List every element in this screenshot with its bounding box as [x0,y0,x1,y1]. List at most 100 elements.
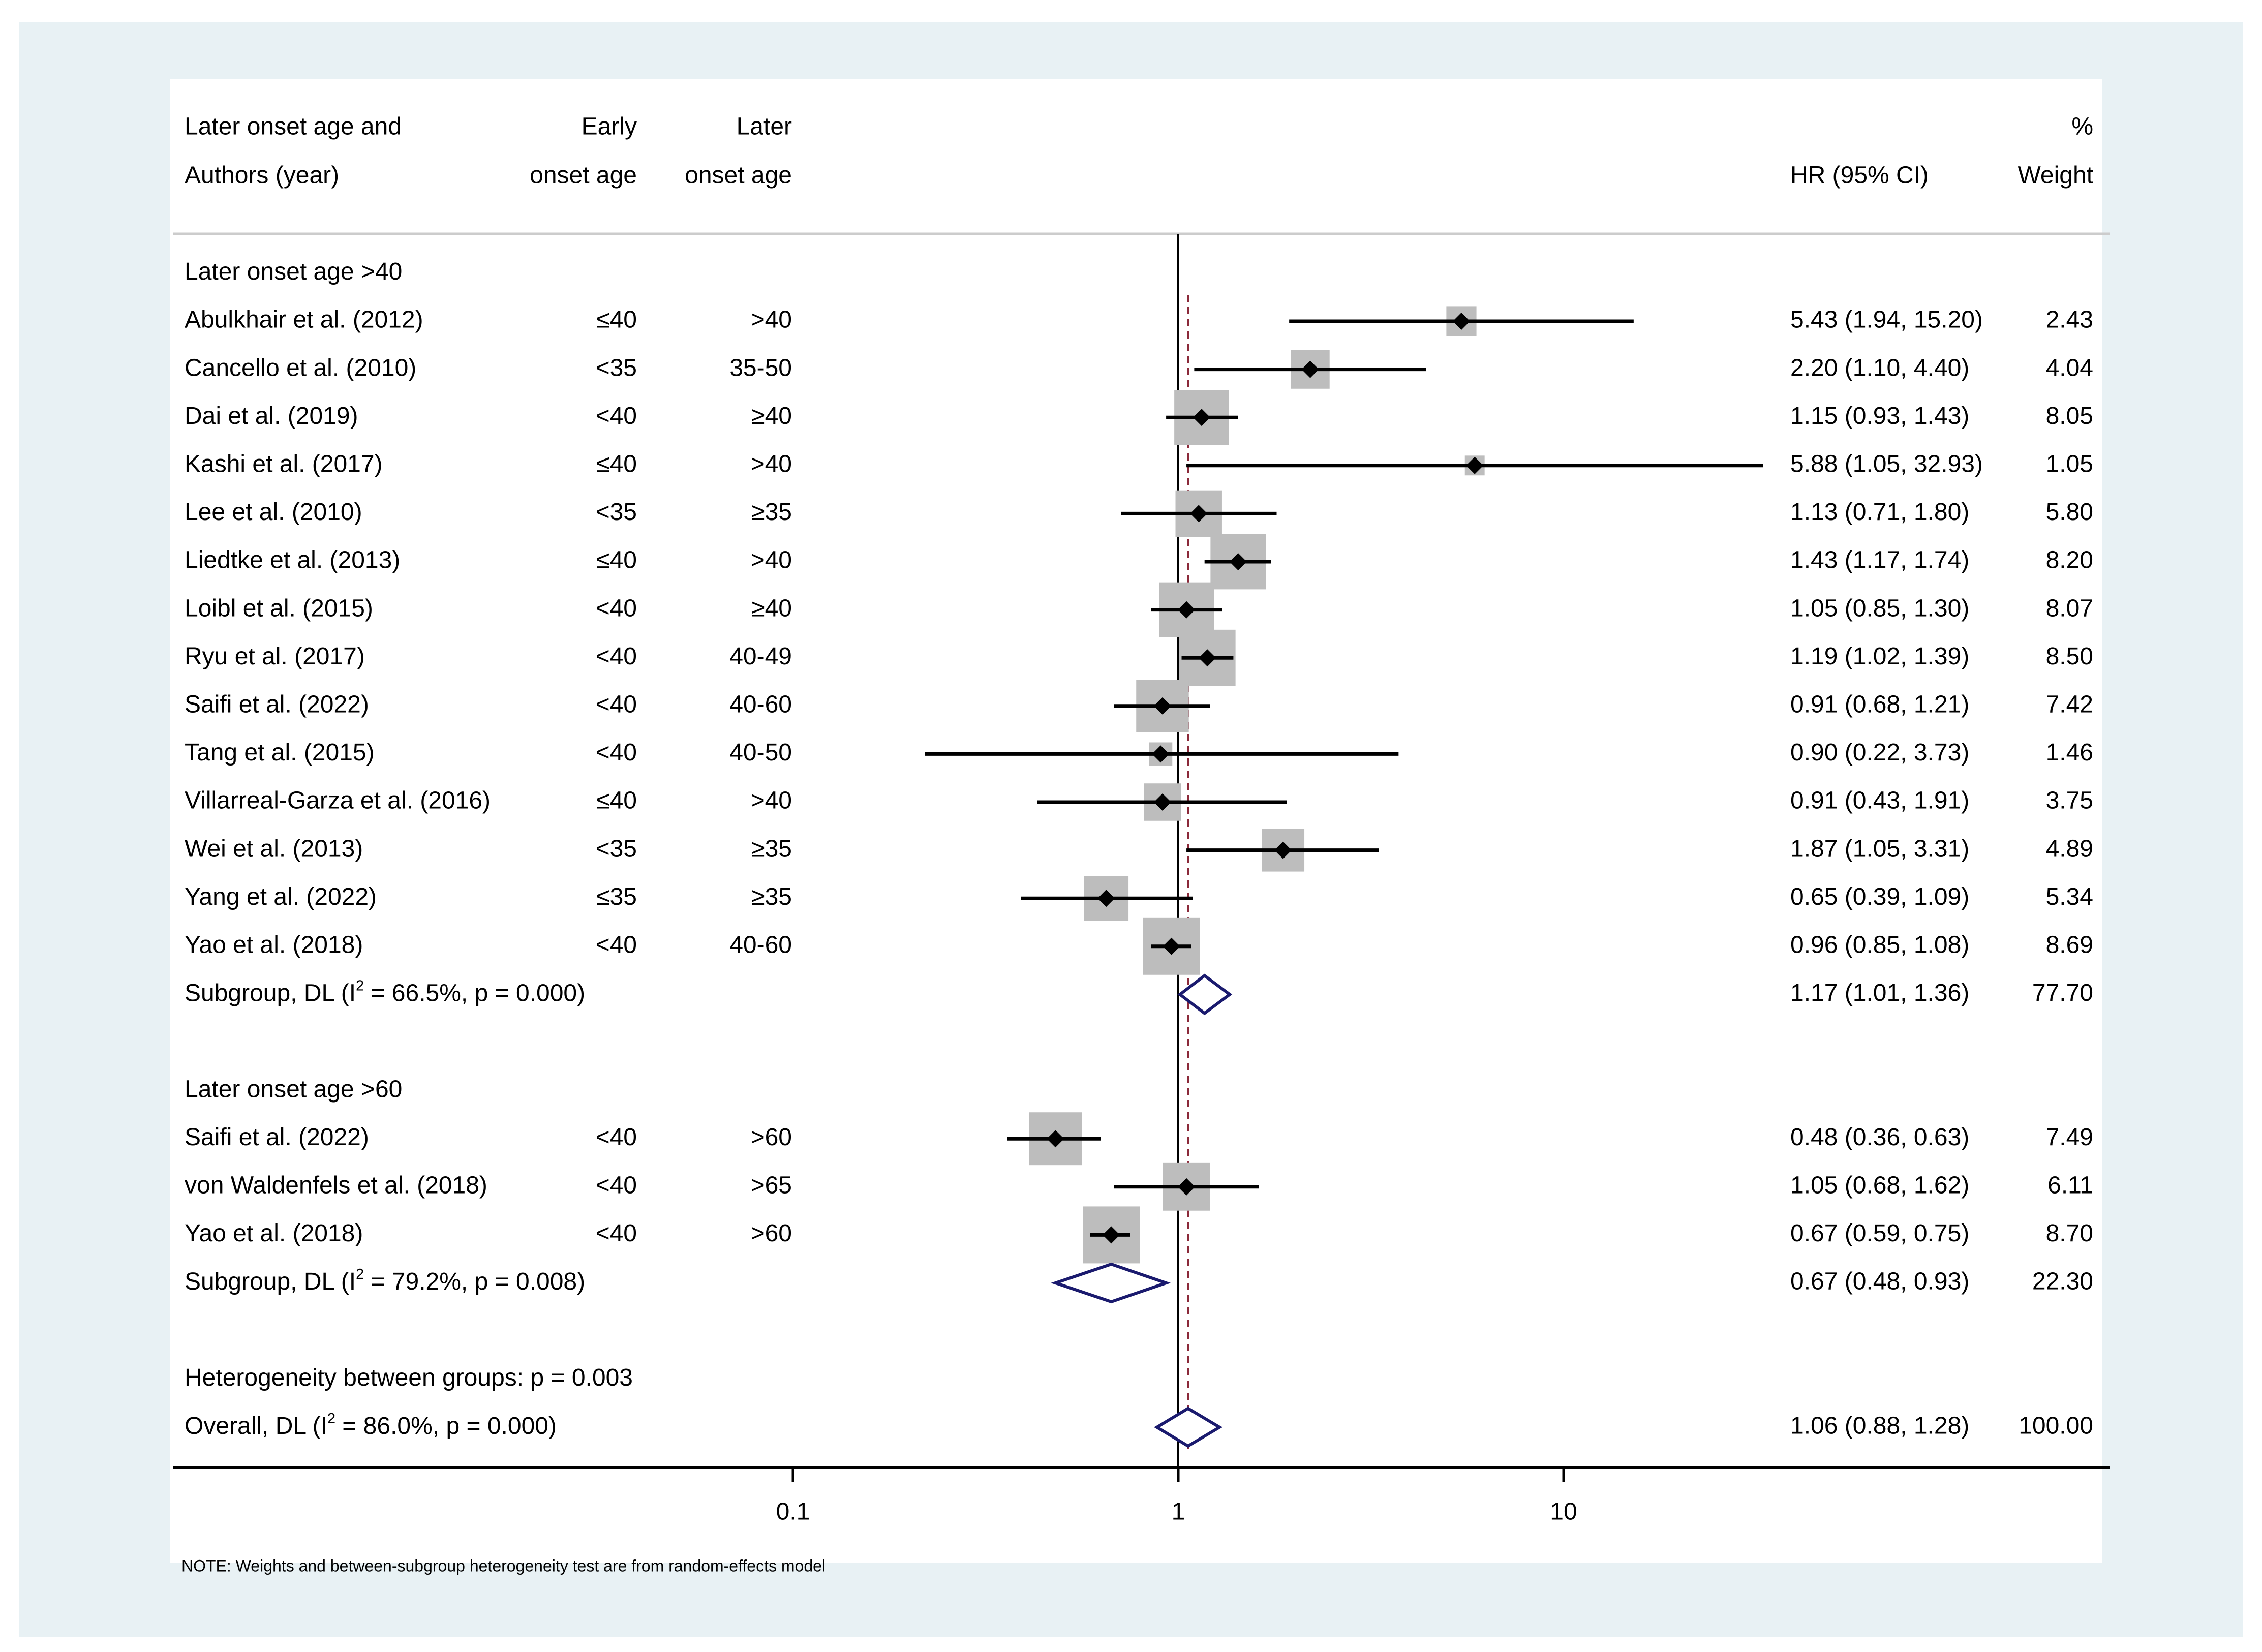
subgroup-summary-label: Subgroup, DL (I2 = 66.5%, p = 0.000) [185,977,585,1006]
study-point-estimate [1097,890,1115,907]
study-weight: 8.05 [2046,403,2093,430]
plot-panel [170,79,2102,1563]
study-label: Yang et al. (2022) [185,883,377,910]
study-hr-ci: 1.13 (0.71, 1.80) [1790,499,1969,526]
study-early-onset: <40 [596,1124,637,1151]
study-hr-ci: 0.48 (0.36, 0.63) [1790,1124,1969,1151]
footnote: NOTE: Weights and between-subgroup heter… [181,1556,826,1575]
study-point-estimate [1199,649,1216,667]
study-later-onset: ≥40 [751,403,792,430]
study-label: Loibl et al. (2015) [185,595,373,622]
study-later-onset: 35-50 [729,354,792,381]
header-later-line1: Later [737,113,792,140]
heterogeneity-text: Heterogeneity between groups: p = 0.003 [185,1364,633,1391]
study-early-onset: ≤40 [596,547,637,574]
study-weight: 8.69 [2046,931,2093,958]
header-study-line2: Authors (year) [185,162,339,189]
study-hr-ci: 0.91 (0.68, 1.21) [1790,691,1969,718]
study-later-onset: 40-60 [729,691,792,718]
study-label: Kashi et al. (2017) [185,450,383,477]
study-later-onset: ≥40 [751,595,792,622]
header-early-line2: onset age [530,162,637,189]
subgroup-summary-weight: 77.70 [2032,980,2093,1006]
study-weight: 4.04 [2046,354,2093,381]
x-tick-label: 1 [1172,1498,1185,1525]
study-hr-ci: 0.90 (0.22, 3.73) [1790,739,1969,766]
subgroup-summary-hr-ci: 0.67 (0.48, 0.93) [1790,1268,1969,1295]
study-hr-ci: 0.65 (0.39, 1.09) [1790,883,1969,910]
study-weight: 8.70 [2046,1220,2093,1247]
study-weight: 6.11 [2047,1172,2093,1199]
study-early-onset: <40 [596,643,637,670]
study-weight: 8.20 [2046,547,2093,574]
study-point-estimate [1229,553,1247,570]
study-label: Liedtke et al. (2013) [185,547,400,574]
study-hr-ci: 5.43 (1.94, 15.20) [1790,307,1983,333]
subgroup-summary-hr-ci: 1.17 (1.01, 1.36) [1790,980,1969,1006]
study-point-estimate [1153,697,1171,715]
overall-summary-weight: 100.00 [2019,1412,2093,1439]
study-point-estimate [1274,841,1292,859]
study-later-onset: >65 [751,1172,792,1199]
study-later-onset: 40-49 [729,643,792,670]
study-label: Tang et al. (2015) [185,739,375,766]
x-tick-label: 10 [1550,1498,1577,1525]
study-early-onset: <35 [596,354,637,381]
study-later-onset: 40-60 [729,931,792,958]
study-hr-ci: 2.20 (1.10, 4.40) [1790,354,1969,381]
study-point-estimate [1301,360,1319,378]
header-weight-line2: Weight [2018,162,2093,189]
subgroup-heading: Later onset age >40 [185,258,402,285]
study-label: Saifi et al. (2022) [185,1124,369,1151]
study-weight: 3.75 [2046,787,2093,814]
study-point-estimate [1153,793,1171,811]
study-later-onset: >40 [751,787,792,814]
study-label: Villarreal-Garza et al. (2016) [185,787,491,814]
study-early-onset: ≤40 [596,450,637,477]
study-early-onset: <40 [596,1220,637,1247]
study-early-onset: ≤40 [596,787,637,814]
study-weight: 7.42 [2046,691,2093,718]
study-label: Wei et al. (2013) [185,835,363,862]
overall-summary-label: Overall, DL (I2 = 86.0%, p = 0.000) [185,1410,557,1439]
study-early-onset: <35 [596,499,637,526]
study-hr-ci: 0.96 (0.85, 1.08) [1790,931,1969,958]
study-weight: 5.80 [2046,499,2093,526]
study-label: Yao et al. (2018) [185,931,363,958]
study-hr-ci: 1.43 (1.17, 1.74) [1790,547,1969,574]
study-early-onset: <40 [596,739,637,766]
study-later-onset: >60 [751,1220,792,1247]
study-later-onset: 40-50 [729,739,792,766]
subgroup-summary-label: Subgroup, DL (I2 = 79.2%, p = 0.008) [185,1266,585,1295]
study-weight: 7.49 [2046,1124,2093,1151]
study-point-estimate [1103,1226,1120,1244]
study-label: Abulkhair et al. (2012) [185,307,423,333]
study-label: von Waldenfels et al. (2018) [185,1172,487,1199]
header-later-line2: onset age [685,162,792,189]
study-weight: 2.43 [2046,307,2093,333]
study-point-estimate [1047,1130,1064,1148]
study-hr-ci: 1.15 (0.93, 1.43) [1790,403,1969,430]
study-early-onset: <40 [596,1172,637,1199]
study-label: Yao et al. (2018) [185,1220,363,1247]
study-label: Ryu et al. (2017) [185,643,365,670]
study-weight: 8.07 [2046,595,2093,622]
subgroup-heading: Later onset age >60 [185,1076,402,1103]
study-early-onset: <40 [596,691,637,718]
subgroup-summary-weight: 22.30 [2032,1268,2093,1295]
study-early-onset: <40 [596,403,637,430]
study-early-onset: <40 [596,931,637,958]
x-tick-label: 0.1 [776,1498,810,1525]
study-point-estimate [1466,456,1484,474]
study-hr-ci: 1.87 (1.05, 3.31) [1790,835,1969,862]
study-later-onset: >40 [751,307,792,333]
study-label: Saifi et al. (2022) [185,691,369,718]
study-point-estimate [1452,313,1470,330]
study-hr-ci: 0.67 (0.59, 0.75) [1790,1220,1969,1247]
study-early-onset: ≤35 [596,883,637,910]
study-hr-ci: 1.05 (0.68, 1.62) [1790,1172,1969,1199]
study-weight: 1.05 [2046,450,2093,477]
study-later-onset: ≥35 [751,835,792,862]
